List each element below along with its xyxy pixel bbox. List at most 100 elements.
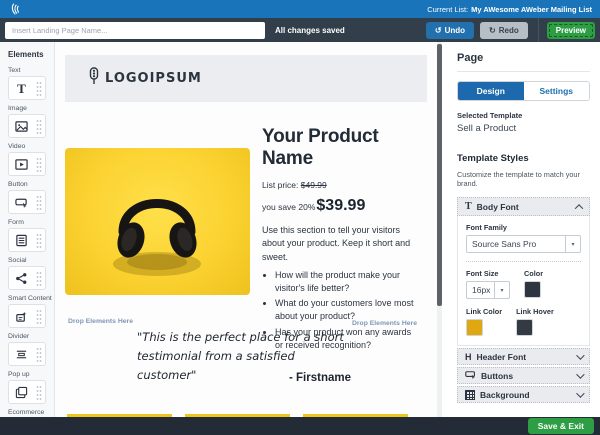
save-status: All changes saved (275, 25, 345, 35)
popup-element-card[interactable] (8, 380, 46, 404)
drag-handle-icon (36, 347, 42, 363)
preview-button[interactable]: Preview (546, 21, 595, 39)
panel-title: Page (457, 52, 590, 72)
link-hover-swatch[interactable] (516, 319, 534, 336)
testimonial-quote[interactable]: "This is the perfect place for a short t… (137, 330, 344, 382)
text-element-card[interactable]: T (8, 76, 46, 100)
drag-handle-icon (36, 309, 42, 325)
logo-text: LOGOIPSUM (105, 71, 202, 86)
product-bullet: Has your product won any awards or recei… (275, 326, 414, 352)
redo-icon: ↻ (489, 25, 496, 35)
font-family-label: Font Family (466, 223, 507, 232)
drop-zone-right[interactable]: Drop Elements Here (352, 320, 417, 327)
link-hover-label: Link Hover (516, 307, 554, 316)
video-icon (14, 157, 29, 172)
image-element-card[interactable] (8, 114, 46, 138)
product-copy[interactable]: Your Product Name List price: $49.99 you… (262, 126, 414, 354)
tab-design[interactable]: Design (458, 82, 524, 100)
list-price[interactable]: List price: $49.99 (262, 179, 327, 190)
canvas-scrollbar[interactable] (437, 42, 442, 417)
body-font-icon: T (465, 201, 472, 212)
redo-button[interactable]: ↻ Redo (480, 21, 528, 39)
template-styles-description: Customize the template to match your bra… (457, 170, 580, 188)
bottom-bar: Save & Exit (0, 417, 600, 435)
product-image[interactable] (65, 148, 250, 295)
sidebar-item-ecommerce: Ecommerce (8, 408, 54, 417)
chevron-down-icon (576, 350, 585, 360)
page-canvas[interactable]: LOGOIPSUM Your Product Name List price: … (55, 42, 437, 417)
undo-button[interactable]: ↺ Undo (425, 21, 475, 39)
chevron-down-icon (576, 388, 585, 398)
cta-card-top (303, 414, 408, 417)
sidebar-item-form: Form (8, 218, 54, 252)
elements-title: Elements (8, 50, 44, 59)
drag-handle-icon (36, 81, 42, 97)
text-color-swatch[interactable] (524, 281, 541, 298)
video-element-card[interactable] (8, 152, 46, 176)
product-description[interactable]: Use this section to tell your visitors a… (262, 224, 411, 262)
buttons-icon (465, 367, 476, 385)
chevron-down-icon (576, 369, 585, 379)
popup-icon (14, 385, 29, 400)
cta-card-top (67, 414, 172, 417)
chevron-up-icon (574, 203, 584, 213)
elements-sidebar: Elements Text T Image Video (0, 42, 55, 417)
sidebar-item-text: Text T (8, 66, 54, 100)
tab-settings[interactable]: Settings (523, 82, 589, 100)
sale-price-value: $39.99 (316, 196, 366, 214)
sidebar-item-divider: Divider (8, 332, 54, 366)
accordion-header-font[interactable]: H Header Font (457, 348, 590, 365)
chevron-down-icon: ▾ (565, 236, 580, 252)
scrollbar-thumb[interactable] (437, 44, 442, 306)
form-icon (14, 233, 29, 248)
drop-zone-left[interactable]: Drop Elements Here (68, 318, 133, 325)
product-bullet: What do your customers love most about y… (275, 297, 414, 323)
text-icon: T (17, 80, 26, 96)
social-element-card[interactable] (8, 266, 46, 290)
font-size-select[interactable]: 16px ▾ (466, 281, 510, 299)
sidebar-item-video: Video (8, 142, 54, 176)
button-icon (14, 195, 29, 210)
editor-toolbar: All changes saved ↺Undo ↻Redo Preview (0, 18, 600, 42)
smart-content-element-card[interactable] (8, 304, 46, 328)
cta-card-top (185, 414, 290, 417)
body-font-options: Font Family Source Sans Pro ▾ Font Size … (457, 216, 590, 346)
divider-element-card[interactable] (8, 342, 46, 366)
drag-handle-icon (36, 119, 42, 135)
button-element-card[interactable] (8, 190, 46, 214)
font-family-select[interactable]: Source Sans Pro ▾ (466, 235, 581, 253)
landing-page-name-input[interactable] (5, 21, 265, 39)
product-title[interactable]: Your Product Name (262, 126, 379, 170)
sidebar-item-smart-content: Smart Content (8, 294, 54, 328)
current-list-value: My AWesome AWeber Mailing List (471, 4, 592, 14)
top-bar: Current List: My AWesome AWeber Mailing L… (0, 0, 600, 18)
divider (466, 261, 581, 262)
sidebar-item-button: Button (8, 180, 54, 214)
accordion-background[interactable]: Background (457, 386, 590, 403)
drag-handle-icon (36, 233, 42, 249)
current-list: Current List: My AWesome AWeber Mailing L… (427, 5, 592, 14)
list-price-value: $49.99 (300, 179, 327, 190)
toolbar-divider (537, 18, 539, 42)
form-element-card[interactable] (8, 228, 46, 252)
accordion-body-font[interactable]: T Body Font (457, 197, 590, 216)
social-share-icon (14, 271, 29, 286)
accordion-buttons[interactable]: Buttons (457, 367, 590, 384)
save-exit-button[interactable]: Save & Exit (527, 418, 594, 434)
smart-content-icon (14, 309, 29, 324)
sale-price-line[interactable]: you save 20% $39.99 (262, 196, 366, 214)
chevron-down-icon: ▾ (494, 282, 509, 298)
sidebar-item-social: Social (8, 256, 54, 290)
drag-handle-icon (36, 385, 42, 401)
product-bullet-list[interactable]: How will the product make your visitor's… (262, 269, 414, 351)
sidebar-item-popup: Pop up (8, 370, 54, 404)
link-color-swatch[interactable] (466, 319, 483, 336)
undo-icon: ↺ (434, 25, 442, 35)
image-icon (14, 119, 29, 134)
background-icon (465, 389, 475, 400)
header-logo-section[interactable]: LOGOIPSUM (65, 55, 427, 102)
page-settings-panel: Page Design Settings Selected Template S… (445, 42, 600, 417)
header-font-icon: H (465, 351, 472, 362)
testimonial-author[interactable]: - Firstname (289, 372, 351, 384)
